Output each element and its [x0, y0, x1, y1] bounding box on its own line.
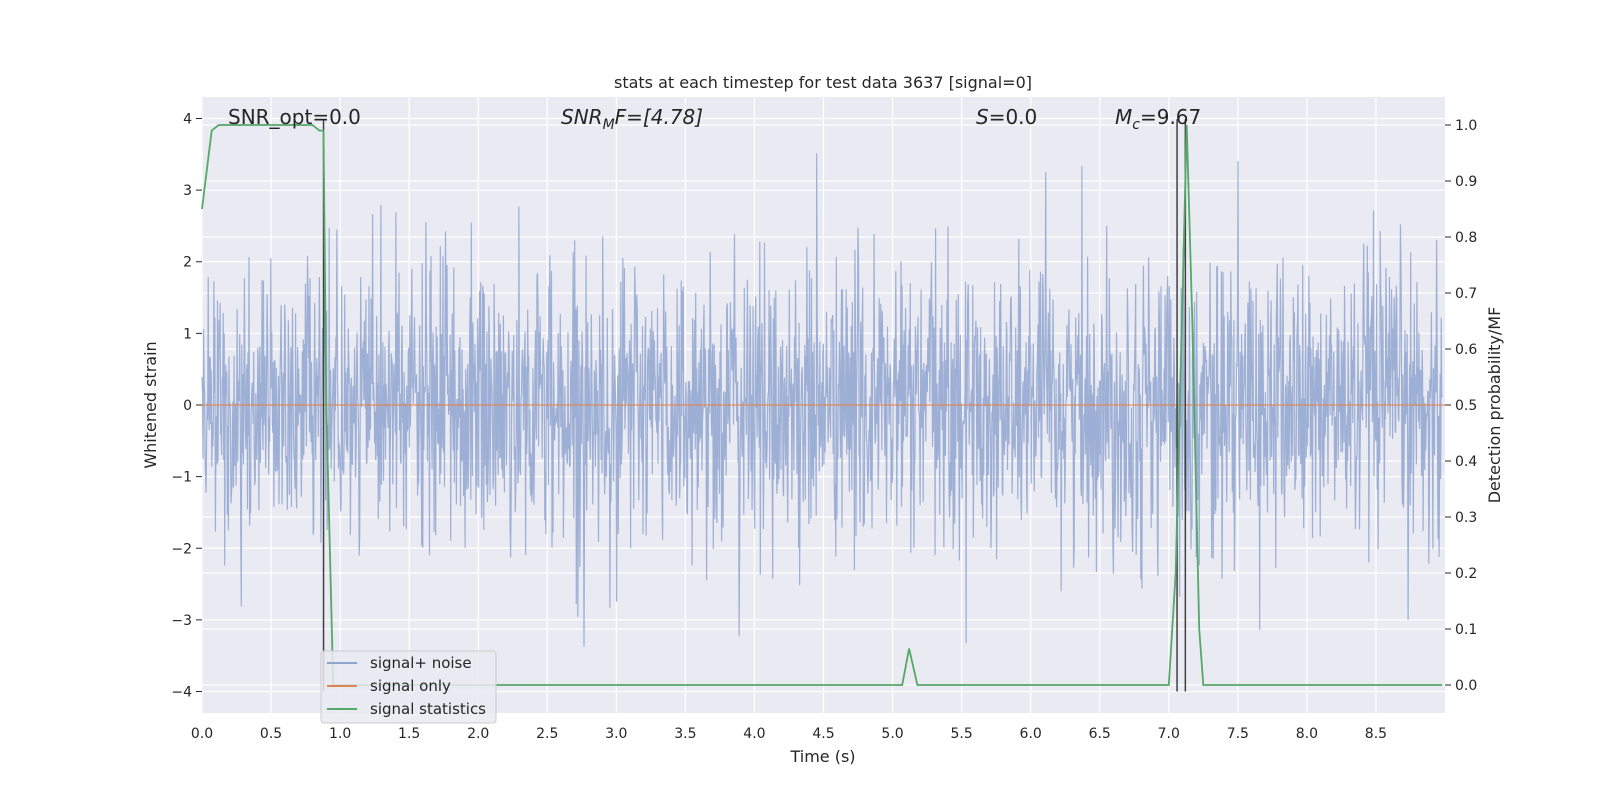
- x-tick-label: 0.5: [260, 726, 282, 742]
- x-tick-label: 3.5: [674, 726, 696, 742]
- x-tick-label: 3.0: [605, 726, 627, 742]
- y-right-tick-label: 0.5: [1455, 398, 1477, 414]
- annotation-s: S=0.0: [976, 105, 1037, 129]
- annotation-snr-opt: SNR_opt=0.0: [228, 105, 361, 129]
- x-ticks: 0.0 0.5 1.0 1.5 2.0 2.5 3.0 3.5 4.0 4.5 5.0 5.5 6.0 6…: [191, 726, 1387, 742]
- x-tick-label: 7.0: [1158, 726, 1180, 742]
- y-right-tick-label: 0.9: [1455, 174, 1477, 190]
- annotation-snr-mf: SNRMF=[4.78]: [561, 105, 703, 133]
- y-tick-label: 1: [183, 326, 192, 342]
- y-axis-label: Whitened strain: [141, 341, 160, 468]
- y-tick-label: 2: [183, 255, 192, 271]
- y-tick-label: −4: [171, 685, 192, 701]
- annotation-mc-sub: c: [1132, 117, 1140, 133]
- y-right-tick-label: 0.3: [1455, 510, 1477, 526]
- series-signal-statistics: [201, 124, 1443, 686]
- x-tick-label: 7.5: [1227, 726, 1249, 742]
- annotation-s-suffix: =0.0: [989, 105, 1038, 129]
- annotation-mc-prefix: M: [1115, 105, 1132, 129]
- y-tick-label: −3: [171, 613, 192, 629]
- y-tick-label: 3: [183, 183, 192, 199]
- x-tick-label: 5.0: [881, 726, 903, 742]
- annotation-mc-suffix: =9.67: [1140, 105, 1201, 129]
- x-tick-label: 0.0: [191, 726, 213, 742]
- y-tick-label: 0: [183, 398, 192, 414]
- y-tick-label: −2: [171, 541, 192, 557]
- annotation-mc: Mc=9.67: [1115, 105, 1201, 133]
- x-tick-label: 5.5: [950, 726, 972, 742]
- legend: signal+ noise signal only signal statist…: [320, 650, 497, 724]
- y-ticks-left: 4 3 2 1 0 −1 −2 −3 −4: [171, 111, 202, 701]
- legend-box: [320, 650, 497, 724]
- annotation-s-prefix: S: [976, 105, 989, 129]
- annotation-snr-mf-prefix: SNR: [561, 105, 603, 129]
- annotation-snr-mf-suffix: F=[4.78]: [615, 105, 703, 129]
- x-axis-label: Time (s): [789, 747, 855, 766]
- x-tick-label: 1.5: [398, 726, 420, 742]
- chart-title: stats at each timestep for test data 363…: [614, 73, 1032, 92]
- stat-series: [201, 124, 1443, 686]
- y-right-tick-label: 0.4: [1455, 454, 1477, 470]
- x-tick-label: 8.5: [1365, 726, 1387, 742]
- legend-label-signal-statistics: signal statistics: [370, 700, 486, 718]
- y-axis-label-right: Detection probability/MF: [1485, 307, 1504, 504]
- y-ticks-right: 1.0 0.9 0.8 0.7 0.6 0.5 0.4 0.3 0.2 0.1 0.0: [1445, 118, 1477, 694]
- annotation-snr-mf-sub: M: [603, 117, 615, 133]
- x-tick-label: 2.5: [536, 726, 558, 742]
- y-right-tick-label: 0.7: [1455, 286, 1477, 302]
- x-tick-label: 2.0: [467, 726, 489, 742]
- x-tick-label: 4.0: [743, 726, 765, 742]
- y-right-tick-label: 0.2: [1455, 566, 1477, 582]
- y-tick-label: −1: [171, 470, 192, 486]
- y-right-tick-label: 0.1: [1455, 622, 1477, 638]
- y-right-tick-label: 1.0: [1455, 118, 1477, 134]
- x-tick-label: 1.0: [329, 726, 351, 742]
- legend-label-signal-noise: signal+ noise: [370, 654, 472, 672]
- x-tick-label: 6.0: [1020, 726, 1042, 742]
- series-signal-noise: [201, 153, 1443, 647]
- y-tick-label: 4: [183, 111, 192, 127]
- series: [201, 153, 1445, 647]
- legend-label-signal-only: signal only: [370, 677, 451, 695]
- x-tick-label: 8.0: [1296, 726, 1318, 742]
- y-right-tick-label: 0.6: [1455, 342, 1477, 358]
- y-right-tick-label: 0.0: [1455, 678, 1477, 694]
- x-tick-label: 4.5: [812, 726, 834, 742]
- x-tick-label: 6.5: [1089, 726, 1111, 742]
- y-right-tick-label: 0.8: [1455, 230, 1477, 246]
